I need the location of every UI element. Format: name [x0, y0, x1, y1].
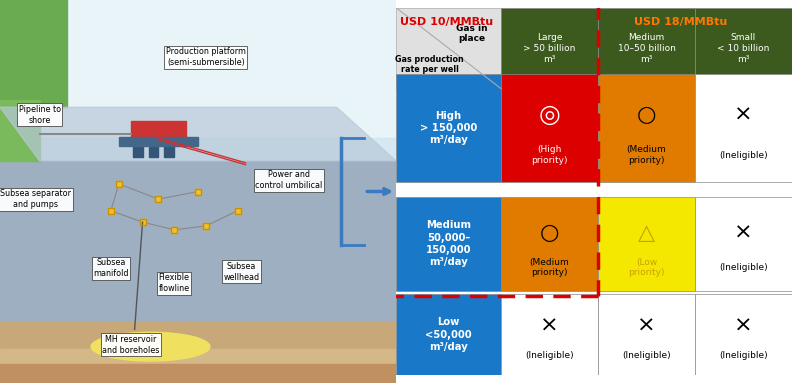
Bar: [396, 74, 501, 182]
Text: High
> 150,000
m³/day: High > 150,000 m³/day: [420, 111, 477, 146]
Bar: [130, 121, 186, 140]
Text: (Ineligible): (Ineligible): [719, 263, 768, 272]
Text: MH reservoir
and boreholes: MH reservoir and boreholes: [102, 335, 159, 355]
Bar: [501, 8, 598, 88]
Bar: [396, 8, 501, 88]
Bar: [598, 8, 695, 88]
Bar: [0, 161, 396, 383]
Bar: [0, 349, 396, 383]
Bar: [695, 74, 792, 182]
Bar: [149, 144, 158, 157]
Bar: [164, 144, 174, 157]
Bar: [598, 295, 695, 375]
Text: Small
< 10 billion
m³: Small < 10 billion m³: [718, 33, 770, 64]
Text: ◎: ◎: [538, 103, 560, 127]
Text: ×: ×: [734, 223, 753, 243]
Bar: [501, 295, 598, 375]
Bar: [695, 197, 792, 291]
Text: Subsea separator
and pumps: Subsea separator and pumps: [0, 189, 71, 209]
Text: Gas in
place: Gas in place: [456, 24, 487, 43]
Bar: [695, 8, 792, 88]
Text: Gas production
rate per well: Gas production rate per well: [395, 55, 464, 74]
Bar: [501, 197, 598, 291]
Text: (Ineligible): (Ineligible): [719, 151, 768, 160]
Text: (Ineligible): (Ineligible): [719, 350, 768, 360]
Polygon shape: [0, 107, 396, 161]
Ellipse shape: [91, 332, 210, 361]
Bar: [118, 137, 198, 146]
Text: (Ineligible): (Ineligible): [622, 350, 670, 360]
Bar: [501, 74, 598, 182]
Text: (Medium
priority): (Medium priority): [626, 146, 666, 165]
Text: (High
priority): (High priority): [531, 146, 568, 165]
Text: ○: ○: [637, 105, 656, 125]
Text: Subsea
manifold: Subsea manifold: [93, 258, 129, 278]
Text: Production platform
(semi-submersible): Production platform (semi-submersible): [166, 47, 246, 67]
Bar: [396, 295, 501, 375]
Text: (Low
priority): (Low priority): [628, 258, 665, 277]
Text: Flexible
flowline: Flexible flowline: [158, 273, 190, 293]
Text: ×: ×: [637, 315, 656, 335]
Bar: [598, 74, 695, 182]
Text: Medium
50,000–
150,000
m³/day: Medium 50,000– 150,000 m³/day: [426, 220, 471, 267]
Bar: [133, 144, 142, 157]
Text: Large
> 50 billion
m³: Large > 50 billion m³: [523, 33, 576, 64]
Text: ×: ×: [734, 105, 753, 125]
Bar: [0, 0, 396, 161]
Text: ○: ○: [540, 223, 559, 243]
Text: ×: ×: [540, 315, 558, 335]
Bar: [0, 322, 396, 383]
Bar: [695, 295, 792, 375]
Text: (Medium
priority): (Medium priority): [530, 258, 570, 277]
Text: Medium
10–50 billion
m³: Medium 10–50 billion m³: [618, 33, 675, 64]
Text: Power and
control umbilical: Power and control umbilical: [255, 170, 322, 190]
Text: USD 18/MMBtu: USD 18/MMBtu: [634, 17, 728, 27]
Bar: [40, 138, 396, 161]
Text: (Ineligible): (Ineligible): [525, 350, 574, 360]
Text: △: △: [638, 223, 655, 243]
Bar: [0, 364, 396, 383]
Bar: [396, 197, 501, 291]
Text: Pipeline to
shore: Pipeline to shore: [18, 105, 61, 125]
Bar: [0, 0, 67, 107]
Text: USD 10/MMBtu: USD 10/MMBtu: [400, 17, 493, 27]
Bar: [598, 197, 695, 291]
Text: Subsea
wellhead: Subsea wellhead: [223, 262, 260, 282]
Text: Low
<50,000
m³/day: Low <50,000 m³/day: [425, 318, 472, 352]
Bar: [0, 100, 40, 161]
Text: ×: ×: [734, 315, 753, 335]
